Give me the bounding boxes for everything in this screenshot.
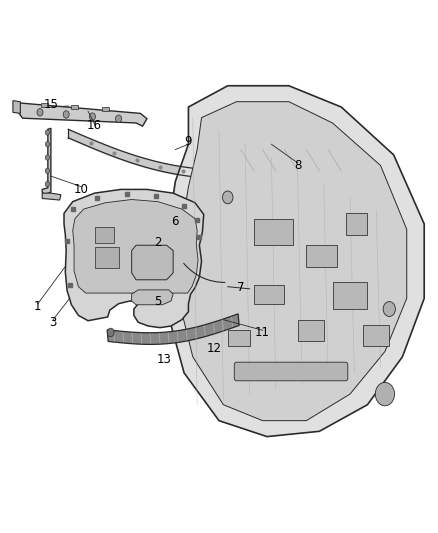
Text: 7: 7 bbox=[237, 281, 244, 294]
Circle shape bbox=[45, 181, 49, 187]
PathPatch shape bbox=[132, 290, 173, 305]
Circle shape bbox=[63, 111, 69, 118]
Circle shape bbox=[89, 113, 95, 120]
Text: 5: 5 bbox=[154, 295, 162, 308]
Text: 6: 6 bbox=[172, 215, 179, 228]
PathPatch shape bbox=[107, 314, 239, 344]
Text: 9: 9 bbox=[185, 135, 192, 148]
Circle shape bbox=[383, 302, 396, 317]
PathPatch shape bbox=[132, 245, 173, 280]
Bar bbox=[71, 105, 78, 109]
PathPatch shape bbox=[17, 103, 147, 126]
Bar bbox=[95, 247, 119, 268]
Bar bbox=[332, 282, 367, 309]
Text: 3: 3 bbox=[49, 316, 57, 329]
Text: 2: 2 bbox=[154, 236, 162, 249]
PathPatch shape bbox=[13, 101, 20, 114]
Text: 12: 12 bbox=[207, 342, 222, 356]
Circle shape bbox=[37, 109, 43, 116]
PathPatch shape bbox=[73, 199, 198, 293]
PathPatch shape bbox=[42, 128, 51, 195]
Circle shape bbox=[375, 382, 395, 406]
Circle shape bbox=[116, 115, 122, 123]
Circle shape bbox=[45, 130, 49, 135]
Text: 8: 8 bbox=[294, 159, 301, 172]
Bar bbox=[297, 320, 324, 341]
Circle shape bbox=[223, 191, 233, 204]
Bar bbox=[254, 219, 293, 245]
Bar bbox=[41, 103, 48, 107]
PathPatch shape bbox=[180, 102, 407, 421]
Bar bbox=[228, 330, 250, 346]
PathPatch shape bbox=[166, 86, 424, 437]
Bar bbox=[102, 107, 109, 111]
Circle shape bbox=[45, 168, 49, 173]
PathPatch shape bbox=[64, 189, 204, 328]
Bar bbox=[254, 285, 285, 304]
Text: 10: 10 bbox=[74, 183, 89, 196]
Bar bbox=[363, 325, 389, 346]
Bar bbox=[95, 227, 114, 243]
Text: 15: 15 bbox=[43, 98, 58, 111]
FancyBboxPatch shape bbox=[234, 362, 348, 381]
Circle shape bbox=[45, 142, 49, 147]
PathPatch shape bbox=[42, 193, 61, 200]
Text: 13: 13 bbox=[157, 353, 172, 366]
Circle shape bbox=[45, 155, 49, 160]
Text: 1: 1 bbox=[34, 300, 42, 313]
Text: 11: 11 bbox=[255, 326, 270, 340]
Text: 16: 16 bbox=[87, 119, 102, 132]
Bar bbox=[306, 245, 337, 266]
Circle shape bbox=[107, 328, 114, 337]
Bar bbox=[346, 213, 367, 235]
